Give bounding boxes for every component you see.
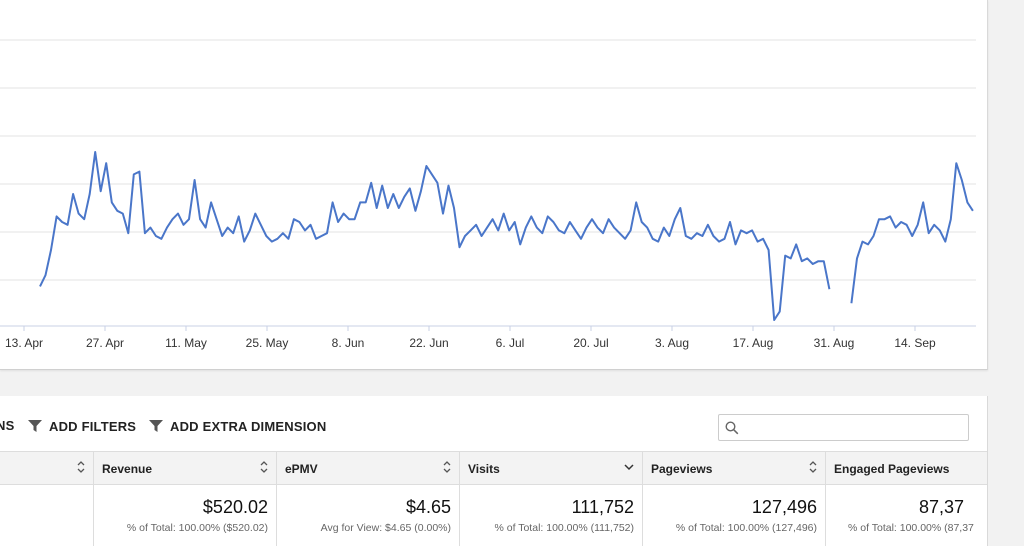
totals-cell-dimension (0, 485, 93, 546)
totals-subtext: % of Total: 100.00% ($520.02) (126, 522, 268, 534)
column-header-dimension[interactable] (0, 452, 93, 485)
sort-updown-icon (809, 461, 817, 473)
totals-subtext: Avg for View: $4.65 (0.00%) (320, 522, 451, 534)
totals-value: 111,752 (571, 497, 634, 517)
x-tick-label: 25. May (246, 336, 289, 350)
series-line (850, 162, 974, 304)
search-box (718, 414, 969, 441)
totals-value: 127,496 (751, 497, 817, 517)
x-tick-label: 11. May (165, 336, 207, 350)
series-line (39, 151, 831, 321)
search-input[interactable] (743, 417, 963, 438)
sort-down-icon (624, 464, 634, 471)
totals-subtext: % of Total: 100.00% (87,37 (848, 522, 974, 534)
column-header-label: Pageviews (651, 462, 713, 476)
totals-value: $520.02 (202, 497, 268, 517)
dimensions-label: NS (0, 418, 15, 433)
totals-subtext: % of Total: 100.00% (127,496) (675, 522, 817, 534)
add-filters-button[interactable]: ADD FILTERS (27, 418, 136, 434)
totals-cell-pageviews: 127,496 % of Total: 100.00% (127,496) (642, 485, 825, 546)
column-header-epmv[interactable]: ePMV (276, 452, 459, 485)
sort-updown-icon (260, 461, 268, 473)
chart-card: 13. Apr 27. Apr 11. May 25. May 8. Jun 22. Ju… (0, 0, 988, 370)
report-toolbar: NS ADD FILTERS ADD EXTRA DIMENSION (0, 414, 987, 438)
x-tick-label: 17. Aug (733, 336, 774, 350)
x-tick-label: 8. Jun (332, 336, 365, 350)
add-extra-dimension-label: ADD EXTRA DIMENSION (170, 418, 327, 434)
table-totals-row: $520.02 % of Total: 100.00% ($520.02) $4… (0, 485, 987, 546)
column-header-engaged-pageviews[interactable]: Engaged Pageviews (825, 452, 987, 485)
line-chart: 13. Apr 27. Apr 11. May 25. May 8. Jun 22. Ju… (0, 39, 976, 350)
totals-cell-visits: 111,752 % of Total: 100.00% (111,752) (459, 485, 642, 546)
x-tick-label: 31. Aug (814, 336, 855, 350)
x-tick-label: 22. Jun (409, 336, 448, 350)
search-icon (725, 421, 739, 435)
totals-value: $4.65 (405, 497, 451, 517)
filter-icon (149, 420, 163, 432)
totals-subtext: % of Total: 100.00% (111,752) (494, 522, 634, 534)
x-tick-label: 3. Aug (655, 336, 689, 350)
column-header-pageviews[interactable]: Pageviews (642, 452, 825, 485)
column-header-label: Engaged Pageviews (834, 462, 950, 476)
column-header-label: Revenue (102, 462, 153, 476)
totals-cell-epmv: $4.65 Avg for View: $4.65 (0.00%) (276, 485, 459, 546)
table-header: Revenue ePMV Visits Pageviews Engaged Pa… (0, 451, 987, 485)
column-header-label: ePMV (285, 462, 318, 476)
totals-value: 87,37 (919, 497, 965, 517)
totals-cell-revenue: $520.02 % of Total: 100.00% ($520.02) (93, 485, 276, 546)
column-header-revenue[interactable]: Revenue (93, 452, 276, 485)
column-header-label: Visits (468, 462, 500, 476)
sort-updown-icon (77, 461, 85, 473)
x-tick-label: 6. Jul (496, 336, 525, 350)
column-header-visits[interactable]: Visits (459, 452, 642, 485)
sort-updown-icon (443, 461, 451, 473)
dimensions-button-partial[interactable]: NS (0, 418, 14, 433)
report-card: NS ADD FILTERS ADD EXTRA DIMENSION Reven… (0, 396, 988, 546)
x-tick-label: 27. Apr (86, 336, 124, 350)
x-tick-label: 13. Apr (5, 336, 43, 350)
totals-cell-engaged-pageviews: 87,37 % of Total: 100.00% (87,37 (825, 485, 987, 546)
add-extra-dimension-button[interactable]: ADD EXTRA DIMENSION (148, 418, 326, 434)
filter-icon (28, 420, 42, 432)
x-tick-label: 20. Jul (573, 336, 608, 350)
add-filters-label: ADD FILTERS (49, 418, 137, 434)
x-tick-label: 14. Sep (894, 336, 936, 350)
